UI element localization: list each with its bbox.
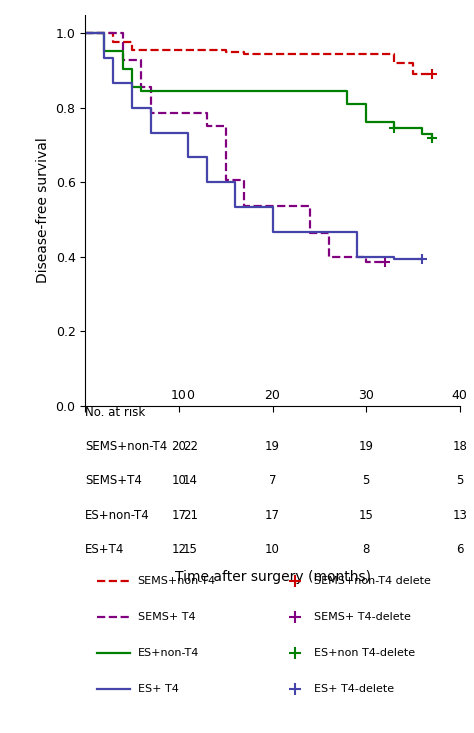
Text: 10: 10 xyxy=(172,474,186,487)
Text: 7: 7 xyxy=(269,474,276,487)
Text: 18: 18 xyxy=(452,440,467,453)
Text: ES+non T4-delete: ES+non T4-delete xyxy=(314,648,415,658)
Text: 17: 17 xyxy=(265,509,280,522)
Text: SEMS+non-T4: SEMS+non-T4 xyxy=(85,440,168,453)
Text: SEMS+non-T4 delete: SEMS+non-T4 delete xyxy=(314,575,430,586)
Text: ES+non-T4: ES+non-T4 xyxy=(138,648,199,658)
Text: ES+non-T4: ES+non-T4 xyxy=(85,509,150,522)
Text: 6: 6 xyxy=(456,543,464,556)
Text: 17: 17 xyxy=(172,509,186,522)
Text: SEMS+ T4: SEMS+ T4 xyxy=(138,612,195,622)
Text: 19: 19 xyxy=(265,440,280,453)
Text: ES+ T4: ES+ T4 xyxy=(138,684,179,693)
Text: Time after surgery (months): Time after surgery (months) xyxy=(174,570,371,583)
Text: 19: 19 xyxy=(359,440,374,453)
Text: 20: 20 xyxy=(264,389,281,402)
Text: 0: 0 xyxy=(186,389,194,402)
Text: 22: 22 xyxy=(182,440,198,453)
Y-axis label: Disease-free survival: Disease-free survival xyxy=(36,137,50,283)
Text: 20: 20 xyxy=(172,440,186,453)
Text: SEMS+ T4-delete: SEMS+ T4-delete xyxy=(314,612,410,622)
Text: 5: 5 xyxy=(456,474,464,487)
Text: ES+T4: ES+T4 xyxy=(85,543,125,556)
Text: No. at risk: No. at risk xyxy=(85,405,146,419)
Text: 12: 12 xyxy=(172,543,186,556)
Text: 13: 13 xyxy=(452,509,467,522)
Text: 14: 14 xyxy=(182,474,198,487)
Text: SEMS+T4: SEMS+T4 xyxy=(85,474,142,487)
Text: 8: 8 xyxy=(363,543,370,556)
Text: 21: 21 xyxy=(182,509,198,522)
Text: SEMS+non-T4: SEMS+non-T4 xyxy=(138,575,216,586)
Text: 10: 10 xyxy=(171,389,187,402)
Text: 40: 40 xyxy=(452,389,468,402)
Text: 5: 5 xyxy=(363,474,370,487)
Text: 15: 15 xyxy=(359,509,374,522)
Text: 10: 10 xyxy=(265,543,280,556)
Text: 15: 15 xyxy=(183,543,198,556)
Text: 30: 30 xyxy=(358,389,374,402)
Text: ES+ T4-delete: ES+ T4-delete xyxy=(314,684,394,693)
